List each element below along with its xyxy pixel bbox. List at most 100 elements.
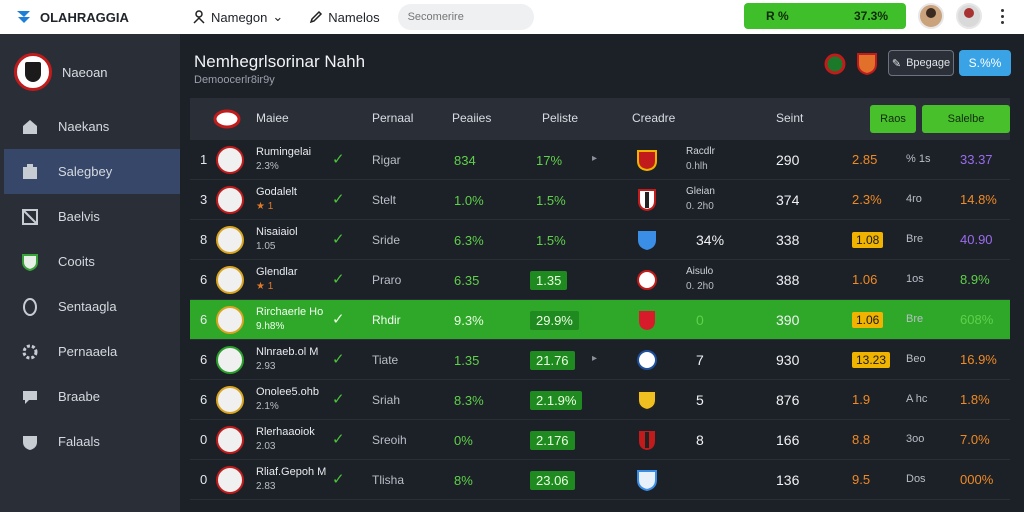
table-row[interactable]: 6 Onolee5.ohb 2.1% ✓ Sriah 8.3% 2.1.9% 5… — [190, 380, 1010, 420]
search-input[interactable] — [397, 4, 534, 30]
filter-button-2[interactable]: Salelbe — [922, 105, 1010, 133]
team-sub: 2.93 — [256, 361, 276, 372]
form: Tlisha — [372, 473, 405, 487]
last-stat: 16.9% — [960, 352, 997, 367]
column-header-2[interactable]: Pernaal — [372, 111, 414, 125]
small-stat: Bre — [906, 233, 924, 245]
table-row[interactable]: 8 Nisaiaiol 1.05 ✓ Sride 6.3% 1.5% 34% 3… — [190, 220, 1010, 260]
value: 1.06 — [852, 312, 884, 328]
club-logo-icon[interactable] — [14, 53, 52, 91]
progress-indicator[interactable]: R % 37.3% — [744, 3, 906, 29]
form: Rhdir — [372, 313, 401, 327]
nav-link-1[interactable]: Namegon ⌄ — [184, 4, 291, 30]
table-row[interactable]: 6 Glendlar ★ 1 ✓ Praro 6.35 1.35 Aisulo … — [190, 260, 1010, 300]
table-row[interactable]: 0 Rliaf.Gepoh M 2.83 ✓ Tlisha 8% 23.06 1… — [190, 460, 1010, 500]
small-stat: Bre — [906, 313, 924, 325]
more-icon[interactable] — [994, 8, 1010, 24]
arrow-icon: ▸ — [592, 353, 598, 364]
nav-link-2-label: Namelos — [328, 9, 380, 25]
score: 930 — [776, 352, 800, 368]
rank: 6 — [200, 352, 208, 367]
form: Praro — [372, 273, 402, 287]
stat-2: 17% — [536, 153, 563, 168]
sidebar-item-1[interactable]: Salegbey — [4, 149, 180, 194]
opponent-sub: 0. 2h0 — [686, 281, 714, 292]
page-subtitle: Demoocerlr8ir9y — [194, 74, 275, 86]
last-stat: 7.0% — [960, 432, 990, 447]
small-stat: 4ro — [906, 193, 922, 205]
table-row[interactable]: 1 Rumingelai 2.3% ✓ Rigar 834 17% ▸ Racd… — [190, 140, 1010, 180]
nav-link-2[interactable]: Namelos — [301, 4, 387, 30]
filter-button-1[interactable]: Raos — [870, 105, 916, 133]
column-header-4[interactable]: Peliste — [542, 111, 579, 125]
header-badges — [824, 52, 878, 76]
column-header-1[interactable]: Maiee — [256, 111, 289, 125]
check-icon: ✓ — [332, 271, 345, 288]
engage-button[interactable]: ✎ Bpegage — [888, 50, 954, 76]
last-stat: 000% — [960, 472, 994, 487]
stat-2: 1.5% — [536, 233, 566, 248]
avatar[interactable] — [918, 3, 944, 29]
column-header-3[interactable]: Peaiies — [452, 111, 492, 125]
opponent-crest-icon — [638, 231, 656, 250]
chat-icon — [23, 390, 37, 404]
sidebar-item-0[interactable]: Naekans — [0, 104, 180, 149]
rank: 3 — [200, 192, 208, 207]
sidebar-item-6[interactable]: Braabe — [0, 374, 180, 419]
table-row[interactable]: 3 Godalelt ★ 1 ✓ Stelt 1.0% 1.5% Gleian … — [190, 180, 1010, 220]
team-sub: 2.3% — [256, 161, 279, 172]
sidebar-item-2[interactable]: Baelvis — [0, 194, 180, 239]
score: 338 — [776, 232, 800, 248]
small-stat: A hc — [906, 393, 928, 405]
table-row-selected[interactable]: 6 Rirchaerle Ho 9.h8% ✓ Rhdir 9.3% 29.9%… — [190, 300, 1010, 340]
club-crest-icon — [216, 466, 244, 494]
rank: 1 — [200, 152, 208, 167]
avatar-secondary[interactable] — [956, 3, 982, 29]
opponent-crest-icon — [637, 270, 657, 290]
team-sub: 2.83 — [256, 481, 276, 492]
sidebar-item-7[interactable]: Falaals — [0, 419, 180, 464]
sidebar-item-label: Salegbey — [58, 164, 113, 179]
crest-red-icon[interactable] — [824, 52, 846, 76]
user-icon — [193, 10, 205, 24]
crest-orange-icon[interactable] — [856, 52, 878, 76]
check-icon: ✓ — [332, 151, 345, 168]
brand[interactable]: OLAHRAGGIA — [14, 7, 184, 27]
big-stat: 34% — [696, 232, 725, 248]
column-header-6[interactable]: Seint — [776, 111, 804, 125]
standings-table: Maiee Pernaal Peaiies Peliste Creadre Se… — [190, 98, 1010, 500]
team-sub: ★ 1 — [256, 201, 274, 212]
table-row[interactable]: 0 Rlerhaaoiok 2.03 ✓ Sreoih 0% 2.176 8 1… — [190, 420, 1010, 460]
score: 136 — [776, 472, 800, 488]
value: 2.85 — [852, 152, 878, 167]
percent-button[interactable]: S.%% — [959, 50, 1011, 76]
stat-1: 834 — [454, 153, 476, 168]
stat-1: 1.0% — [454, 193, 484, 208]
top-bar: OLAHRAGGIA Namegon ⌄ Namelos R % 37.3% — [0, 0, 1024, 34]
sidebar-item-3[interactable]: Cooits — [0, 239, 180, 284]
sidebar-item-label: Falaals — [58, 434, 100, 449]
stat-1: 0% — [454, 433, 473, 448]
team-name: Rliaf.Gepoh M — [256, 466, 327, 478]
column-header-5[interactable]: Creadre — [632, 111, 676, 125]
team-name: Nlnraeb.ol M — [256, 346, 319, 358]
small-stat: Beo — [906, 353, 926, 365]
team-name: Nisaiaiol — [256, 226, 298, 238]
check-icon: ✓ — [332, 351, 345, 368]
sidebar-item-5[interactable]: Pernaaela — [0, 329, 180, 374]
opponent-crest-icon — [637, 150, 657, 172]
stat-2: 21.76 — [530, 351, 575, 370]
big-stat: 7 — [696, 352, 704, 368]
table-row[interactable]: 6 Nlnraeb.ol M 2.93 ✓ Tiate 1.35 21.76 ▸… — [190, 340, 1010, 380]
page-title: Nemhegrlsorinar Nahh — [194, 52, 366, 71]
shield-icon — [22, 253, 38, 271]
stat-2: 23.06 — [530, 471, 575, 490]
opponent-crest-icon — [637, 390, 657, 412]
badge-icon — [23, 297, 37, 316]
stat-2: 2.176 — [530, 431, 575, 450]
sidebar: Naeoan Naekans Salegbey Baelvis Cooits S… — [0, 34, 180, 512]
form: Sreoih — [372, 433, 407, 447]
rank: 6 — [200, 392, 208, 407]
stat-2: 2.1.9% — [530, 391, 583, 410]
sidebar-item-4[interactable]: Sentaagla — [0, 284, 180, 329]
